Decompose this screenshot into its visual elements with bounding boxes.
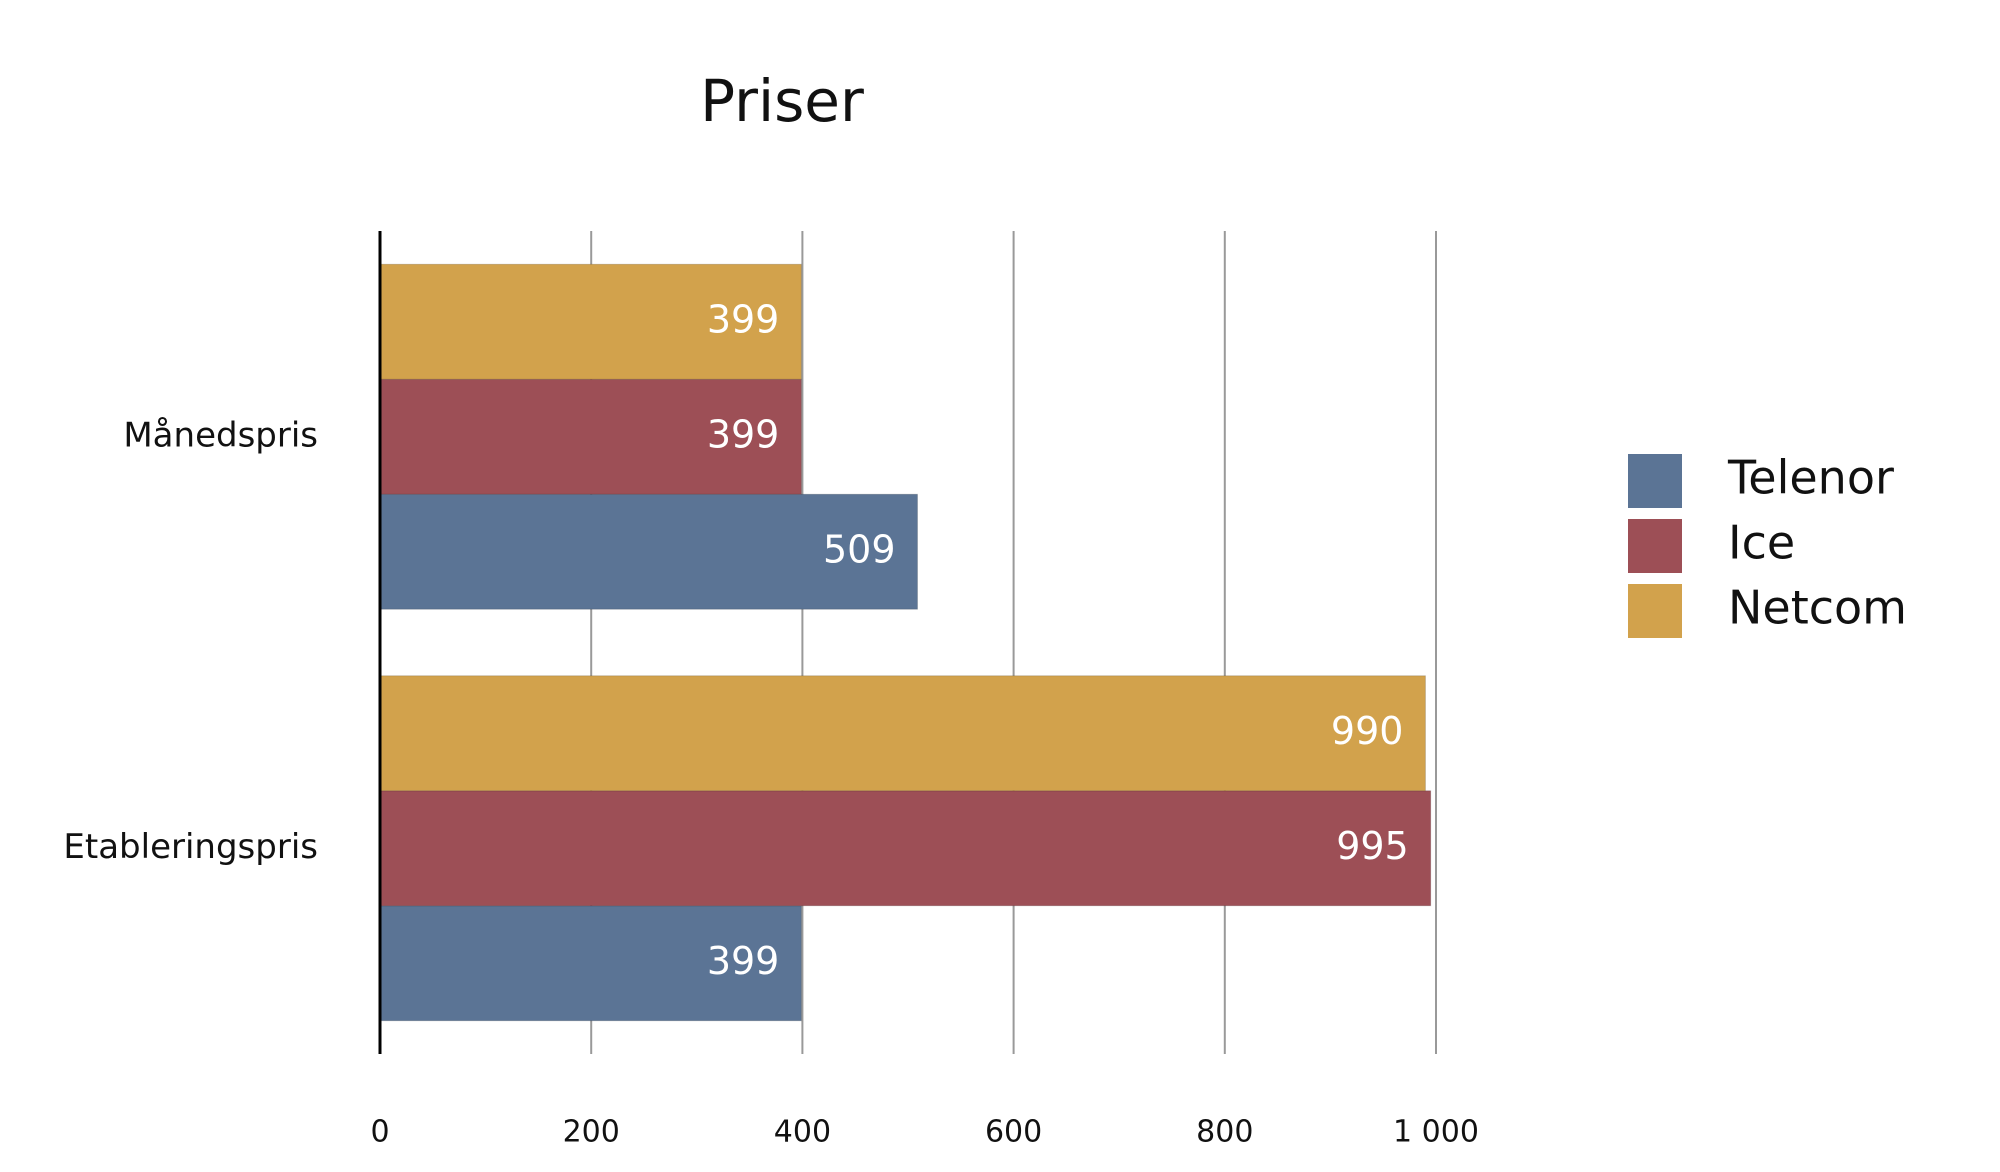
legend-swatch [1628,584,1682,638]
data-label: 509 [823,527,896,571]
category-label: Etableringspris [63,827,318,867]
bar [379,263,802,380]
legend-label: Telenor [1727,451,1894,505]
bar [379,493,919,610]
data-label: 399 [707,939,780,983]
bar [379,675,1426,792]
x-tick-label: 600 [985,1115,1042,1150]
data-label: 995 [1336,824,1409,868]
x-tick-label: 0 [370,1115,389,1150]
data-label: 399 [707,412,780,456]
x-tick-label: 400 [774,1115,831,1150]
x-tick-label: 1 000 [1393,1115,1479,1150]
data-label: 990 [1331,709,1404,753]
x-tick-label: 800 [1196,1115,1253,1150]
data-label: 399 [707,297,780,341]
x-tick-label: 200 [563,1115,620,1150]
legend-swatch [1628,454,1682,508]
category-label: Månedspris [123,415,318,455]
legend-swatch [1628,519,1682,573]
bar [379,790,1432,907]
chart-title: Priser [700,67,864,135]
legend-label: Netcom [1728,581,1907,635]
legend-label: Ice [1728,516,1795,570]
